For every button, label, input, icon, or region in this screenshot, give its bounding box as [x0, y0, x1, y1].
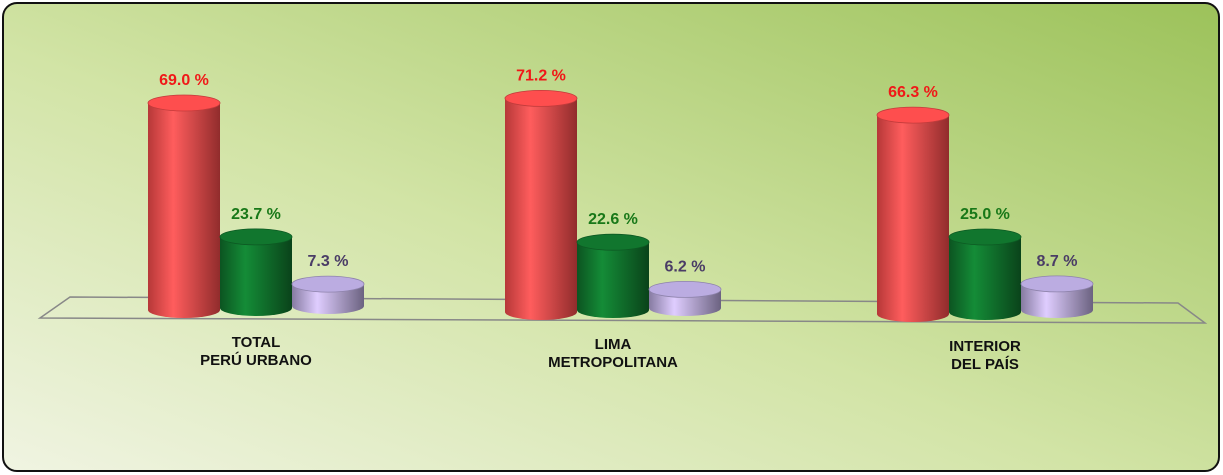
- category-label: LIMA METROPOLITANA: [548, 336, 678, 371]
- cylinder-top: [219, 228, 293, 246]
- cylinder-top: [648, 280, 722, 298]
- cylinder-body: [505, 98, 577, 313]
- cylinder-top: [291, 275, 365, 293]
- value-label: 23.7 %: [231, 206, 281, 223]
- value-label: 8.7 %: [1037, 253, 1078, 270]
- cylinder-body: [148, 103, 220, 310]
- cylinder-top: [948, 228, 1022, 246]
- cylinder-top: [1020, 275, 1094, 293]
- cylinder-top: [576, 233, 650, 251]
- category-label: INTERIOR DEL PAÍS: [949, 338, 1021, 373]
- cylinder-top: [147, 94, 221, 112]
- cylinder-body: [577, 242, 649, 310]
- cylinder-body: [220, 236, 292, 308]
- value-label: 6.2 %: [665, 258, 706, 275]
- category-label: TOTAL PERÚ URBANO: [200, 334, 312, 369]
- value-label: 71.2 %: [516, 67, 566, 84]
- cylinder-top: [876, 106, 950, 124]
- value-label: 66.3 %: [888, 84, 938, 101]
- value-label: 7.3 %: [308, 253, 349, 270]
- value-label: 25.0 %: [960, 206, 1010, 223]
- cylinder-body: [877, 115, 949, 314]
- value-label: 22.6 %: [588, 211, 638, 228]
- cylinder-top: [504, 90, 578, 107]
- cylinder-body: [949, 237, 1021, 312]
- floor: [37, 296, 1208, 324]
- value-label: 69.0 %: [159, 72, 209, 89]
